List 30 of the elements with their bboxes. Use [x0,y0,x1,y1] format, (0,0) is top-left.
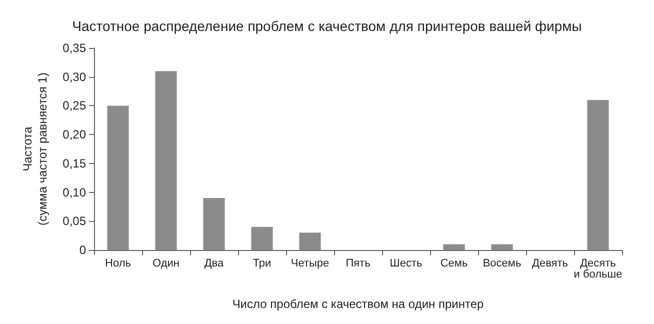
y-tick-label: 0,20 [62,128,86,142]
bar [155,71,177,250]
chart-title: Частотное распределение проблем с качеством для принтеров вашей фирмы [72,18,582,34]
y-tick-label: 0,30 [62,70,86,84]
x-tick-label: Десять и больше [574,258,622,280]
x-tick-label: Восемь [482,258,522,270]
x-tick-label: Четыре [290,258,330,270]
x-axis-title: Число проблем с качеством на один принтер [232,297,484,311]
bar [251,226,273,250]
bar [299,232,321,250]
y-tick-label: 0,15 [62,156,86,170]
x-tick-label: Пять [346,258,371,270]
x-tick-label: Девять [532,258,568,270]
y-axis-title: Частота (сумма частот равняется 1) [20,72,50,226]
bar [107,106,129,250]
y-tick-label: 0 [79,243,86,257]
x-tick-label: Семь [440,258,468,270]
bar [587,100,609,250]
y-tick-label: 0,05 [62,214,86,228]
x-tick-label: Два [204,258,225,270]
x-tick-label: Три [252,258,272,270]
x-tick-label: Шесть [390,258,423,270]
bar [443,244,465,250]
bar [203,198,225,250]
y-tick-label: 0,10 [62,185,86,200]
bar [491,244,513,250]
x-tick-label: Ноль [105,258,132,270]
y-tick-label: 0,35 [62,41,86,55]
x-tick-label: Один [152,258,180,270]
y-tick-label: 0,25 [62,98,86,113]
